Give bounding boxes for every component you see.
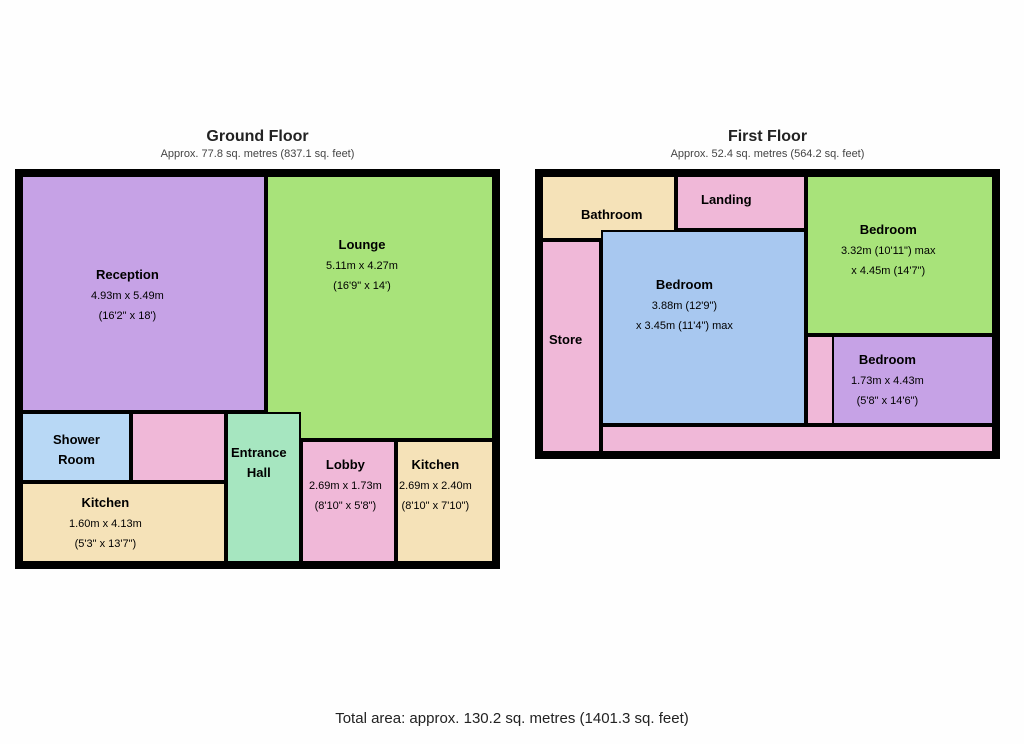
label-store: Store bbox=[549, 330, 582, 350]
first-floor-plan: Bathroom Landing Store Bedroom3.88m (12'9")… bbox=[535, 169, 1000, 459]
ground-floor-subtitle: Approx. 77.8 sq. metres (837.1 sq. feet) bbox=[15, 148, 500, 160]
room-hall-upper bbox=[131, 412, 226, 482]
room-lounge bbox=[266, 175, 494, 440]
label-landing: Landing bbox=[701, 190, 752, 210]
room-entrance bbox=[226, 412, 301, 563]
room-corridor bbox=[601, 425, 994, 453]
label-kitchen1: Kitchen1.60m x 4.13m(5'3" x 13'7") bbox=[69, 493, 142, 553]
first-floor-title: First Floor bbox=[535, 128, 1000, 146]
label-lounge: Lounge5.11m x 4.27m(16'9" x 14') bbox=[326, 235, 398, 295]
ground-floor-plan: Reception4.93m x 5.49m(16'2" x 18') Loung… bbox=[15, 169, 500, 569]
label-bed3: Bedroom1.73m x 4.43m(5'8" x 14'6") bbox=[851, 350, 924, 410]
label-reception: Reception4.93m x 5.49m(16'2" x 18') bbox=[91, 265, 164, 325]
ground-floor-title: Ground Floor bbox=[15, 128, 500, 146]
label-entrance: EntranceHall bbox=[231, 443, 287, 483]
label-kitchen2: Kitchen2.69m x 2.40m(8'10" x 7'10") bbox=[399, 455, 472, 515]
label-bathroom: Bathroom bbox=[581, 205, 642, 225]
label-bed2: Bedroom3.32m (10'11") maxx 4.45m (14'7") bbox=[841, 220, 935, 280]
floorplan-page: { "colors": { "wall": "#000000", "purple… bbox=[0, 0, 1024, 744]
total-area: Total area: approx. 130.2 sq. metres (14… bbox=[0, 710, 1024, 727]
label-shower: ShowerRoom bbox=[53, 430, 100, 470]
first-floor-subtitle: Approx. 52.4 sq. metres (564.2 sq. feet) bbox=[535, 148, 1000, 160]
label-bed-main: Bedroom3.88m (12'9")x 3.45m (11'4") max bbox=[636, 275, 733, 335]
room-bed3-nook bbox=[806, 335, 834, 425]
label-lobby: Lobby2.69m x 1.73m(8'10" x 5'8") bbox=[309, 455, 382, 515]
